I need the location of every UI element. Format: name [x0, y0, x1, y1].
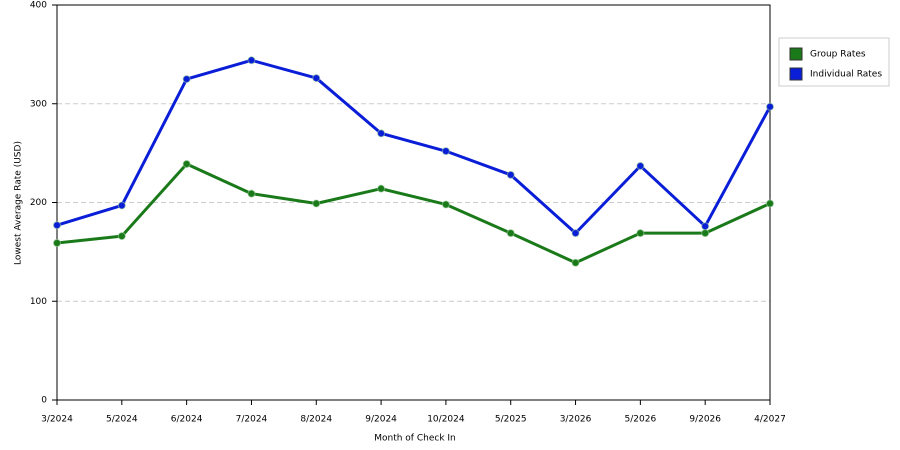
y-tick-label: 200 [30, 198, 47, 208]
data-point [247, 56, 256, 65]
x-tick-label: 4/2027 [754, 415, 786, 425]
y-axis-label: Lowest Average Rate (USD) [14, 141, 24, 265]
data-point [247, 189, 256, 198]
data-point [53, 221, 61, 230]
y-tick-label: 100 [30, 297, 47, 307]
data-point [506, 170, 515, 179]
data-point [701, 222, 710, 231]
x-tick-label: 3/2024 [41, 415, 73, 425]
x-tick-label: 3/2026 [560, 415, 592, 425]
data-point [701, 229, 710, 238]
data-point [506, 229, 515, 238]
legend-label: Individual Rates [810, 70, 882, 80]
x-tick-label: 5/2025 [495, 415, 527, 425]
data-point [182, 159, 191, 168]
x-tick-label: 7/2024 [236, 415, 268, 425]
data-point [377, 184, 386, 193]
x-tick-label: 5/2024 [106, 415, 138, 425]
legend-swatch [789, 47, 803, 61]
series-line [56, 162, 771, 265]
data-point [312, 199, 321, 208]
x-tick-label: 6/2024 [171, 415, 203, 425]
x-tick-label: 9/2024 [365, 415, 397, 425]
data-point [571, 229, 580, 238]
x-tick-label: 8/2024 [300, 415, 332, 425]
x-axis-label: Month of Check In [374, 434, 456, 444]
data-point [441, 200, 450, 209]
y-tick-label: 400 [30, 1, 47, 11]
data-point [766, 102, 774, 111]
x-tick-label: 9/2026 [689, 415, 721, 425]
data-point [377, 129, 386, 138]
data-point [312, 74, 321, 83]
data-point [182, 75, 191, 84]
y-tick-label: 0 [41, 396, 47, 406]
y-tick-label: 300 [30, 99, 47, 109]
legend-label: Group Rates [810, 50, 866, 60]
data-point [441, 147, 450, 156]
x-tick-label: 5/2026 [625, 415, 657, 425]
data-point [636, 161, 645, 170]
data-point [766, 199, 774, 208]
data-point [117, 201, 126, 210]
data-point [636, 229, 645, 238]
x-tick-label: 10/2024 [427, 415, 465, 425]
legend-swatch [789, 67, 803, 81]
data-point [571, 258, 580, 267]
data-point [117, 232, 126, 241]
data-point [53, 238, 61, 247]
series-line [56, 58, 772, 235]
